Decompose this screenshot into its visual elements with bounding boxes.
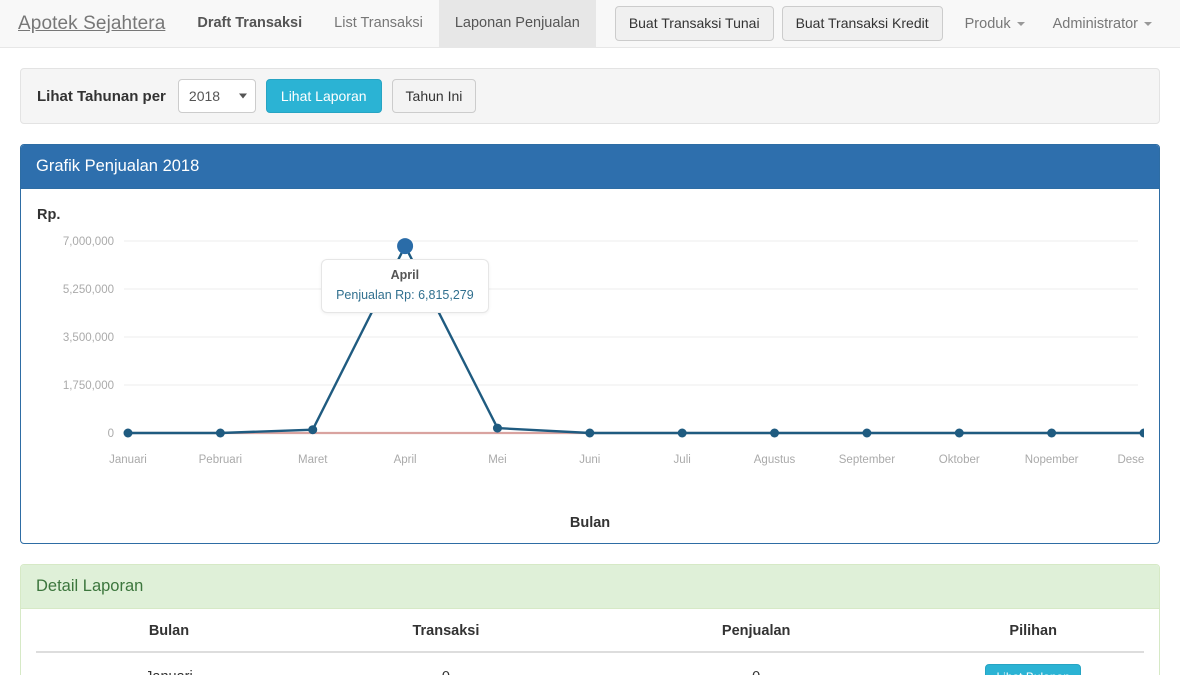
nav-links: Draft Transaksi List Transaksi Laponan P… <box>181 0 596 47</box>
x-tick-label: Juni <box>579 454 600 466</box>
col-header-bulan: Bulan <box>36 613 302 653</box>
chart-line-series <box>128 244 1144 435</box>
chart-y-tick-labels: 0 1,750,000 3,500,000 5,250,000 7,000,000 <box>63 236 114 440</box>
chart-x-tick-labels: Januari Pebruari Maret April Mei Juni Juli Agus… <box>109 454 1144 466</box>
chart-gridlines <box>124 240 1138 386</box>
filter-label: Lihat Tahunan per <box>37 87 166 105</box>
brand-label: Apotek Sejahtera <box>18 13 166 34</box>
buat-transaksi-tunai-button[interactable]: Buat Transaksi Tunai <box>614 6 774 41</box>
detail-table-head: Bulan Transaksi Penjualan Pilihan <box>36 613 1144 653</box>
nav-link-label: Laponan Penjualan <box>454 15 580 32</box>
detail-panel: Detail Laporan Bulan Transaksi Penjualan… <box>20 564 1160 675</box>
year-filter-bar: Lihat Tahunan per 2018 Lihat Laporan Tah… <box>20 68 1160 124</box>
y-tick-label: 5,250,000 <box>63 284 114 296</box>
chart-data-point[interactable] <box>677 428 687 438</box>
chart-y-axis-title: Rp. <box>37 207 61 223</box>
nav-dropdown-administrator[interactable]: Administrator <box>1039 16 1166 32</box>
y-tick-label: 1,750,000 <box>63 380 114 392</box>
chart-panel-title: Grafik Penjualan 2018 <box>21 145 1159 189</box>
col-header-penjualan: Penjualan <box>589 613 923 653</box>
nav-link-laporan-penjualan[interactable]: Laponan Penjualan <box>438 0 596 47</box>
tahun-ini-button[interactable]: Tahun Ini <box>391 79 477 113</box>
chevron-down-icon <box>238 93 247 99</box>
chart-data-point[interactable] <box>954 428 964 438</box>
nav-link-label: List Transaksi <box>334 15 423 32</box>
x-tick-label: April <box>394 454 417 466</box>
x-tick-label: Mei <box>488 454 507 466</box>
chevron-down-icon <box>1144 21 1152 26</box>
chart-x-axis-title: Bulan <box>569 515 611 531</box>
x-tick-label: Pebruari <box>199 454 242 466</box>
chart-data-point[interactable] <box>770 428 780 438</box>
chart-data-point[interactable] <box>1047 428 1057 438</box>
chart-data-point[interactable] <box>492 423 502 433</box>
x-tick-label: Oktober <box>939 454 980 466</box>
detail-panel-title: Detail Laporan <box>21 565 1159 609</box>
cell-bulan: Januari <box>36 652 302 675</box>
chart-data-point[interactable] <box>397 238 414 255</box>
chart-data-point[interactable] <box>308 425 318 435</box>
navbar-right-group: Buat Transaksi Tunai Buat Transaksi Kred… <box>614 0 1180 47</box>
x-tick-label: Maret <box>298 454 328 466</box>
chart-data-point[interactable] <box>585 428 595 438</box>
x-tick-label: Agustus <box>754 454 796 466</box>
col-header-transaksi: Transaksi <box>301 613 590 653</box>
y-tick-label: 3,500,000 <box>63 332 114 344</box>
detail-table-body: Januari00Lihat BulananPebruari00Lihat Bu… <box>36 652 1144 675</box>
brand-link[interactable]: Apotek Sejahtera <box>0 0 181 47</box>
y-tick-label: 0 <box>108 428 114 440</box>
nav-dropdown-label: Produk <box>964 15 1011 32</box>
nav-dropdown-label: Administrator <box>1052 15 1138 32</box>
cell-pilihan: Lihat Bulanan <box>922 652 1144 675</box>
lihat-bulanan-button[interactable]: Lihat Bulanan <box>985 664 1081 675</box>
y-tick-label: 7,000,000 <box>63 236 114 248</box>
year-select[interactable]: 2018 <box>177 79 256 113</box>
chevron-down-icon <box>1016 21 1025 26</box>
chart-data-point[interactable] <box>215 428 225 438</box>
chart-area: 0 1,750,000 3,500,000 5,250,000 7,000,000 Ja… <box>36 223 1144 519</box>
detail-panel-body: Bulan Transaksi Penjualan Pilihan Januar… <box>21 609 1159 675</box>
cell-transaksi: 0 <box>301 652 590 675</box>
nav-link-label: Draft Transaksi <box>197 15 303 32</box>
nav-dropdown-produk[interactable]: Produk <box>951 16 1039 32</box>
col-header-pilihan: Pilihan <box>922 613 1144 653</box>
year-select-value: 2018 <box>188 88 221 104</box>
chart-data-point[interactable] <box>1139 428 1145 438</box>
cell-penjualan: 0 <box>589 652 923 675</box>
sales-line-chart[interactable]: 0 1,750,000 3,500,000 5,250,000 7,000,000 Ja… <box>36 223 1144 491</box>
main-navbar: Apotek Sejahtera Draft Transaksi List Tr… <box>0 0 1180 48</box>
chart-panel-body: Rp. 0 1,750,000 3,500,000 5,250,000 7,000,00… <box>21 189 1159 543</box>
table-header-row: Bulan Transaksi Penjualan Pilihan <box>36 613 1144 653</box>
chart-panel: Grafik Penjualan 2018 Rp. 0 1,750,000 3,50… <box>20 144 1160 544</box>
nav-link-list-transaksi[interactable]: List Transaksi <box>318 0 439 47</box>
chart-data-points <box>123 238 1145 438</box>
detail-table: Bulan Transaksi Penjualan Pilihan Januar… <box>36 613 1144 675</box>
x-tick-label: September <box>839 454 895 466</box>
table-row: Januari00Lihat Bulanan <box>36 652 1144 675</box>
x-tick-label: Juli <box>674 454 691 466</box>
x-tick-label: Nopember <box>1025 454 1079 466</box>
nav-link-draft-transaksi[interactable]: Draft Transaksi <box>181 0 318 47</box>
chart-data-point[interactable] <box>862 428 872 438</box>
lihat-laporan-button[interactable]: Lihat Laporan <box>265 79 382 113</box>
chart-data-point[interactable] <box>123 428 133 438</box>
page-container: Lihat Tahunan per 2018 Lihat Laporan Tah… <box>0 68 1180 675</box>
x-tick-label: Desember <box>1117 454 1144 466</box>
x-tick-label: Januari <box>109 454 147 466</box>
buat-transaksi-kredit-button[interactable]: Buat Transaksi Kredit <box>781 6 943 41</box>
